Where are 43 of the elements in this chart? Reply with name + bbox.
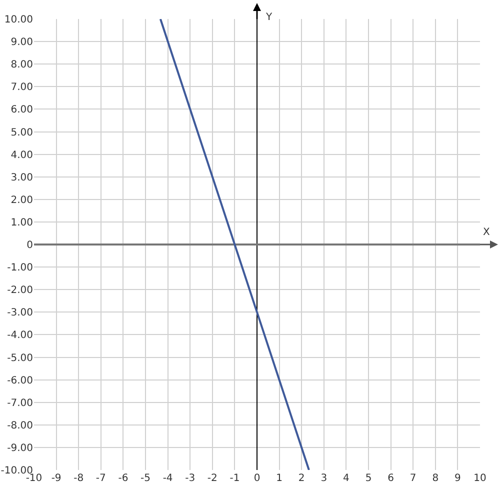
x-tick-label: -8: [74, 473, 84, 484]
y-tick-label: 6.00: [10, 104, 33, 116]
x-tick-label: -3: [185, 473, 196, 484]
x-tick-label: -9: [51, 473, 62, 484]
y-tick-label: 3.00: [10, 172, 33, 184]
x-tick-label: 8: [432, 473, 439, 484]
x-tick-label: -5: [140, 473, 150, 484]
x-tick-label: 4: [343, 473, 350, 484]
x-tick-label: 3: [320, 473, 328, 484]
y-tick-label: 1.00: [10, 217, 33, 228]
x-tick-label: 2: [298, 473, 305, 484]
y-tick-label: -4.00: [7, 330, 33, 342]
y-tick-label: 8.00: [10, 60, 33, 71]
y-tick-label: -6.00: [7, 375, 33, 386]
x-tick-label: 7: [410, 473, 416, 484]
x-tick-label: 1: [276, 473, 282, 484]
y-tick-label: 10.00: [4, 14, 33, 26]
x-tick-label: -10: [26, 473, 42, 484]
y-tick-label: -2.00: [7, 285, 33, 296]
x-tick-label: -6: [118, 473, 128, 484]
y-axis-title: Y: [265, 12, 273, 23]
x-tick-label: 5: [365, 473, 372, 484]
y-tick-label: -9.00: [7, 442, 33, 454]
y-tick-label: 9.00: [10, 37, 33, 48]
y-tick-label: -3.00: [7, 308, 33, 319]
y-tick-label: -5.00: [7, 352, 33, 364]
x-tick-label: 6: [388, 473, 394, 484]
y-tick-label: 2.00: [10, 194, 33, 206]
y-tick-label: 0: [26, 240, 33, 251]
x-tick-label: -1: [230, 473, 240, 484]
y-tick-label: -8.00: [7, 420, 33, 432]
y-tick-label: 5.00: [10, 127, 33, 138]
x-tick-label: -2: [207, 473, 218, 484]
x-tick-label: -4: [162, 473, 173, 484]
x-tick-label: 0: [254, 473, 260, 484]
y-tick-label: -7.00: [7, 398, 33, 409]
x-axis-title: X: [483, 227, 490, 238]
y-tick-label: 7.00: [10, 82, 33, 94]
x-tick-label: 10: [474, 473, 486, 484]
y-tick-label: 4.00: [10, 150, 33, 161]
y-tick-label: -1.00: [7, 262, 33, 274]
x-tick-label: 9: [454, 473, 461, 484]
x-tick-label: -7: [96, 473, 106, 484]
